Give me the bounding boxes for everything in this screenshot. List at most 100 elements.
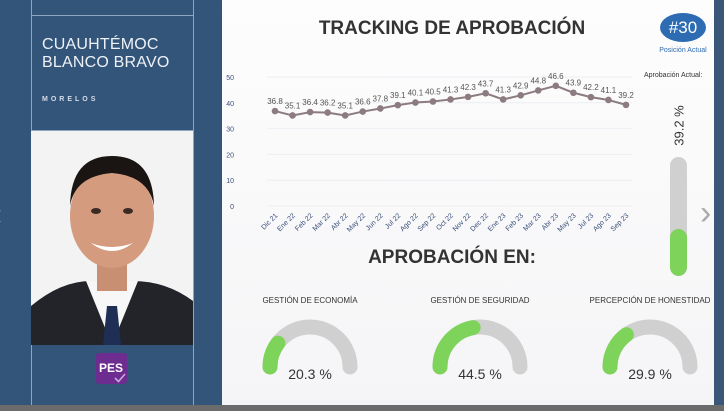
data-point: [605, 96, 612, 104]
candidate-state: MORELOS: [42, 96, 99, 103]
data-point: [341, 112, 349, 119]
divider: [31, 15, 193, 16]
data-label: 42.2: [583, 83, 599, 92]
data-point: [447, 96, 454, 103]
x-tick-label: Feb 23: [505, 212, 525, 232]
data-label: 36.4: [302, 98, 318, 107]
gauge-arc: [602, 319, 698, 375]
gauge-arc: [432, 319, 528, 375]
data-label: 39.2: [618, 91, 634, 100]
current-approval-label: Aprobación Actual:: [644, 72, 703, 79]
y-tick-label: 40: [226, 101, 234, 108]
gauge-value: 44.5 %: [458, 366, 502, 382]
data-point: [289, 112, 296, 119]
candidate-photo: [31, 131, 193, 345]
section-title: APROBACIÓN EN:: [368, 247, 536, 268]
x-tick-label: Feb 22: [294, 212, 314, 232]
data-label: 39.1: [390, 91, 406, 100]
data-point: [429, 98, 437, 105]
data-label: 36.6: [355, 98, 371, 107]
candidate-panel: CUAUHTÉMOC BLANCO BRAVO MORELOS PES: [0, 0, 222, 405]
divider: [31, 130, 193, 131]
x-tick-label: Jun 22: [365, 212, 385, 232]
x-tick-label: Ene 23: [487, 212, 508, 233]
candidate-name: CUAUHTÉMOC BLANCO BRAVO: [42, 36, 169, 72]
y-tick-label: 30: [226, 127, 234, 134]
x-tick-label: Dec 22: [469, 212, 490, 233]
chart-title: TRACKING DE APROBACIÓN: [318, 18, 586, 39]
data-point: [622, 101, 630, 109]
data-point: [359, 108, 367, 115]
y-tick-label: 0: [230, 204, 234, 211]
data-point: [552, 82, 560, 90]
x-tick-label: Ene 22: [276, 212, 297, 233]
gauge-honestidad: PERCEPCIÓN DE HONESTIDAD 29.9 %: [565, 296, 724, 382]
divider: [193, 0, 194, 405]
current-approval-bar: [670, 157, 687, 276]
position-label: Posición Actual: [659, 47, 707, 54]
gauge-label: GESTIÓN DE SEGURIDAD: [430, 296, 530, 305]
data-point: [517, 92, 524, 99]
party-logo-text: PES: [99, 361, 124, 375]
data-point: [534, 87, 542, 94]
y-tick-label: 50: [226, 75, 234, 82]
gauge-arc: [262, 319, 358, 375]
name-line-1: CUAUHTÉMOC: [42, 36, 159, 53]
x-tick-label: Sep 22: [417, 212, 438, 233]
x-tick-label: May 23: [557, 212, 578, 233]
data-point: [412, 99, 419, 106]
name-line-2: BLANCO BRAVO: [42, 54, 170, 71]
gauge-value: 20.3 %: [288, 366, 332, 382]
check-icon: [114, 373, 126, 383]
y-tick-label: 10: [226, 178, 234, 185]
data-point: [464, 93, 472, 101]
data-label: 40.1: [408, 89, 424, 98]
data-point: [482, 89, 489, 97]
position-badge: #30: [660, 13, 706, 42]
x-tick-label: May 22: [346, 212, 367, 233]
x-tick-label: Nov 22: [452, 212, 473, 233]
gauge-label: GESTIÓN DE ECONOMÍA: [262, 296, 358, 305]
data-label: 35.1: [337, 101, 353, 110]
party-logo: PES: [96, 353, 127, 384]
current-approval-fill: [670, 229, 687, 276]
data-label: 44.8: [530, 76, 546, 85]
gauge-fill: [602, 327, 634, 375]
x-tick-label: Sep 23: [610, 212, 631, 233]
x-tick-label: Ago 22: [399, 212, 420, 233]
data-label: 41.1: [601, 86, 617, 95]
data-label: 43.7: [478, 79, 494, 88]
gauge-seguridad: GESTIÓN DE SEGURIDAD 44.5 %: [395, 296, 565, 382]
y-tick-label: 20: [226, 152, 234, 159]
data-label: 36.2: [320, 99, 336, 108]
current-approval-value: 39.2 %: [671, 105, 687, 146]
data-label: 42.9: [513, 81, 529, 90]
x-tick-label: Ago 23: [592, 212, 613, 233]
data-point: [306, 108, 314, 116]
data-point: [394, 101, 402, 109]
data-label: 43.9: [566, 79, 582, 88]
data-point: [324, 109, 331, 116]
data-label: 42.3: [460, 83, 476, 92]
gauge-fill: [262, 335, 286, 375]
data-label: 41.3: [495, 85, 511, 94]
gauge-value: 29.9 %: [628, 366, 672, 382]
previous-arrow-icon[interactable]: ‹: [0, 200, 2, 230]
data-point: [377, 105, 384, 112]
data-point: [570, 89, 577, 97]
data-label: 41.3: [443, 85, 459, 94]
data-label: 46.6: [548, 72, 564, 81]
data-label: 36.8: [267, 97, 283, 106]
data-label: 35.1: [285, 101, 301, 110]
data-point: [499, 96, 507, 103]
x-tick-label: Mar 23: [522, 212, 542, 232]
gauge-fill: [432, 320, 481, 375]
bottom-strip: [0, 405, 724, 411]
x-tick-label: Mar 22: [312, 212, 332, 232]
data-point: [587, 93, 595, 101]
data-label: 37.8: [373, 94, 389, 103]
data-label: 40.5: [425, 88, 441, 97]
data-point: [271, 107, 279, 115]
next-arrow-icon[interactable]: ›: [700, 194, 712, 232]
